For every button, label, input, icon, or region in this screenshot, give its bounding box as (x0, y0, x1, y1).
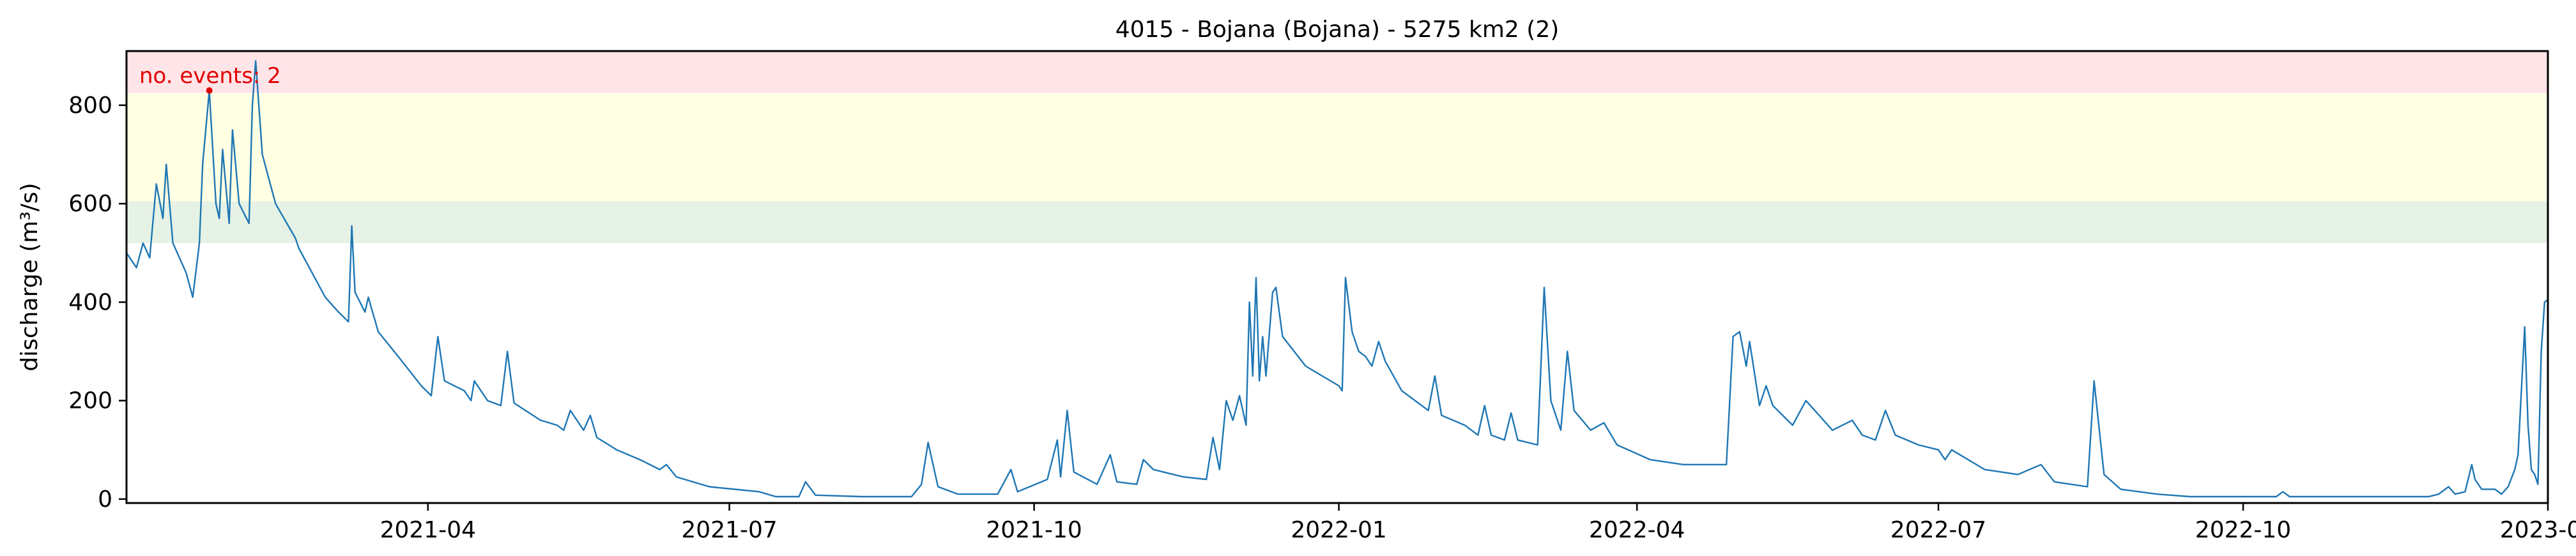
y-axis-label: discharge (m³/s) (17, 183, 43, 371)
x-tick-label: 2022-01 (1291, 517, 1386, 543)
x-tick-label: 2023-01 (2500, 517, 2576, 543)
threshold-band-2 (126, 51, 2548, 93)
x-tick-label: 2021-04 (380, 517, 476, 543)
plot-frame (125, 50, 2549, 504)
chart-title: 4015 - Bojana (Bojana) - 5275 km2 (2) (1116, 17, 1560, 43)
threshold-band-0 (126, 201, 2548, 243)
discharge-series-line (126, 60, 2549, 498)
x-axis: 2021-04 2021-07 2021-10 2022-01 2022-04 2022-… (380, 503, 2576, 543)
series-layer (126, 60, 2549, 498)
event-markers (206, 87, 213, 94)
x-tick-label: 2021-10 (986, 517, 1082, 543)
x-tick-label: 2022-04 (1589, 517, 1685, 543)
y-tick-label: 600 (68, 191, 112, 217)
x-tick-label: 2022-10 (2195, 517, 2291, 543)
y-tick-label: 400 (68, 289, 112, 315)
x-tick-label: 2021-07 (681, 517, 777, 543)
event-count-annotation: no. events: 2 (139, 63, 281, 89)
y-tick-label: 800 (68, 93, 112, 119)
threshold-bands (126, 51, 2548, 243)
threshold-band-1 (126, 93, 2548, 202)
event-marker-0 (206, 87, 213, 94)
x-tick-label: 2022-07 (1890, 517, 1986, 543)
y-tick-label: 0 (98, 486, 112, 513)
y-axis: 0 200 400 600 800 (68, 93, 126, 513)
y-tick-label: 200 (68, 388, 112, 414)
